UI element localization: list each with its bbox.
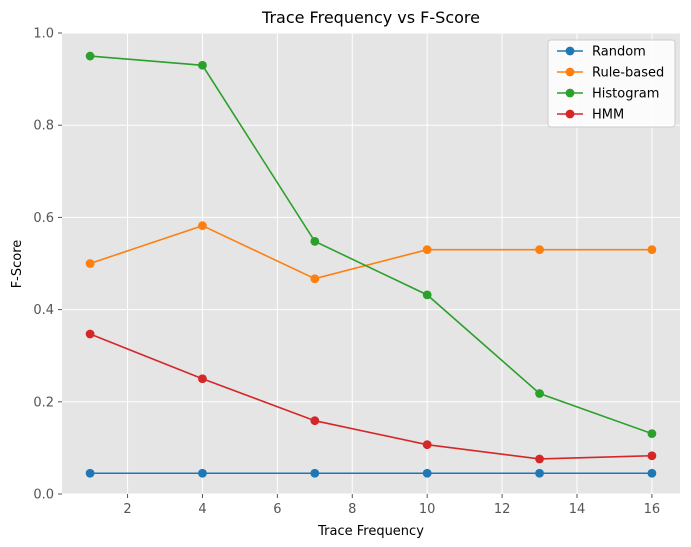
data-point-histogram xyxy=(310,236,320,246)
series-histogram xyxy=(85,51,657,439)
x-tick-label: 6 xyxy=(273,502,281,517)
legend-marker-rule-based xyxy=(565,67,575,77)
x-tick-label: 4 xyxy=(198,502,206,517)
x-ticks: 2 4 6 8 10 12 14 16 xyxy=(123,494,660,517)
x-tick-label: 8 xyxy=(348,502,356,517)
data-point-random xyxy=(198,468,207,478)
data-point-histogram xyxy=(647,429,657,439)
legend-marker-random xyxy=(565,46,575,56)
series-line-histogram xyxy=(90,55,653,435)
data-point-rule-based xyxy=(198,221,207,231)
legend-marker-hmm xyxy=(565,109,575,119)
legend-label-random: Random xyxy=(592,45,646,60)
data-point-rule-based xyxy=(422,245,432,255)
data-point-random xyxy=(310,468,320,478)
chart-title: Trace Frequency vs F-Score xyxy=(261,8,480,27)
series-layer xyxy=(85,51,657,478)
series-random xyxy=(85,468,657,478)
y-tick-label: 0.0 xyxy=(33,488,54,503)
data-point-histogram xyxy=(85,51,95,61)
data-point-random xyxy=(535,468,544,478)
y-axis-label: F-Score xyxy=(10,240,25,289)
data-point-histogram xyxy=(535,389,544,398)
legend-label-hmm: HMM xyxy=(592,108,624,123)
legend: Random Rule-based Histogram HMM xyxy=(547,39,676,128)
data-point-rule-based xyxy=(535,245,544,255)
data-point-histogram xyxy=(422,290,432,300)
x-tick-label: 10 xyxy=(419,502,436,517)
data-point-hmm xyxy=(535,454,544,464)
y-tick-label: 0.4 xyxy=(33,303,54,318)
legend-label-histogram: Histogram xyxy=(592,87,659,102)
legend-marker-histogram xyxy=(565,88,575,98)
data-point-random xyxy=(422,468,432,478)
data-point-random xyxy=(647,468,657,478)
data-point-hmm xyxy=(310,416,320,426)
legend-label-rule-based: Rule-based xyxy=(592,66,664,81)
x-axis-label: Trace Frequency xyxy=(317,524,424,539)
y-ticks: 0.0 0.2 0.4 0.6 0.8 1.0 xyxy=(33,27,62,503)
data-point-random xyxy=(85,468,95,478)
y-tick-label: 1.0 xyxy=(33,27,54,42)
x-tick-label: 12 xyxy=(494,502,511,517)
series-line-rule-based xyxy=(89,224,652,280)
y-tick-label: 0.8 xyxy=(33,119,54,134)
data-point-hmm xyxy=(198,374,207,384)
data-point-hmm xyxy=(422,440,432,450)
series-rule-based xyxy=(85,221,657,284)
x-tick-label: 2 xyxy=(123,502,131,517)
x-tick-label: 14 xyxy=(569,502,586,517)
data-point-hmm xyxy=(85,329,95,339)
y-tick-label: 0.2 xyxy=(33,395,54,410)
data-point-rule-based xyxy=(310,274,320,284)
data-point-histogram xyxy=(198,60,207,70)
x-tick-label: 16 xyxy=(644,502,661,517)
data-point-rule-based xyxy=(85,259,95,268)
data-point-rule-based xyxy=(647,245,657,255)
legend-box xyxy=(547,39,676,128)
series-hmm xyxy=(85,329,657,464)
data-point-hmm xyxy=(647,451,657,461)
y-tick-label: 0.6 xyxy=(33,211,54,226)
series-line-hmm xyxy=(89,333,652,460)
